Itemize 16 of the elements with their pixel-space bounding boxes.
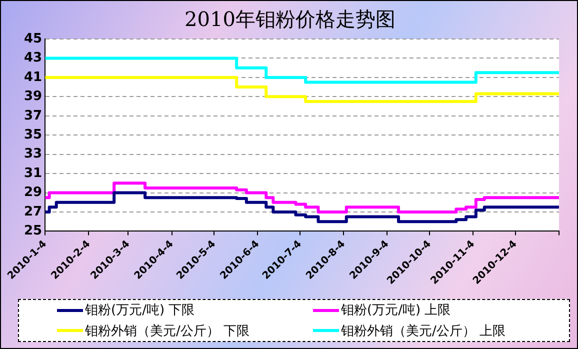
legend-label: 钼粉(万元/吨) 上限 (341, 302, 451, 320)
y-tick-label: 37 (24, 108, 42, 124)
chart-title: 2010年钼粉价格走势图 (184, 7, 396, 32)
y-tick-label: 33 (24, 146, 42, 162)
y-tick-label: 35 (24, 127, 42, 142)
legend-label: 钼粉(万元/吨) 下限 (85, 302, 195, 320)
y-tick-label: 45 (24, 31, 42, 46)
y-tick-label: 41 (24, 70, 42, 85)
legend-label: 钼粉外销（美元/公斤） 上限 (341, 322, 506, 340)
y-tick-label: 43 (24, 50, 42, 66)
y-tick-label: 31 (24, 166, 42, 181)
y-tick-label: 27 (24, 204, 42, 220)
y-tick-label: 39 (24, 89, 42, 104)
legend-label: 钼粉外销（美元/公斤） 下限 (85, 322, 250, 340)
y-tick-label: 25 (24, 224, 42, 239)
y-tick-label: 29 (24, 185, 42, 200)
